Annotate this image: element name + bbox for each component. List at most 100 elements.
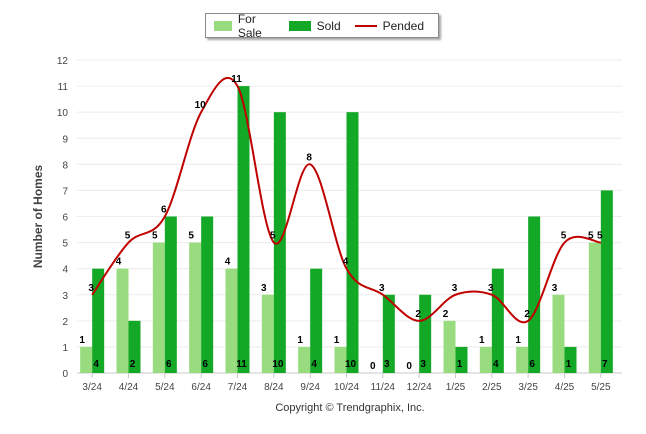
x-tick-label: 1/25 <box>446 382 466 393</box>
data-label-pended: 11 <box>231 74 242 85</box>
data-label-sold: 10 <box>272 359 284 370</box>
data-label-for-sale: 0 <box>406 361 412 372</box>
legend-swatch-sold <box>288 20 311 31</box>
y-tick-label: 10 <box>57 108 69 119</box>
data-label-for-sale: 1 <box>479 335 485 346</box>
bar-for-sale <box>261 294 274 373</box>
bar-sold <box>528 216 541 373</box>
y-tick-label: 6 <box>62 213 68 224</box>
x-tick-label: 11/24 <box>371 382 396 393</box>
data-label-pended: 8 <box>306 152 312 163</box>
legend-label-sold: Sold <box>316 18 341 33</box>
data-label-pended: 2 <box>524 309 530 320</box>
data-label-sold: 3 <box>384 359 390 370</box>
data-label-sold: 4 <box>493 359 499 370</box>
x-tick-label: 12/24 <box>407 382 432 393</box>
bar-for-sale <box>298 346 311 373</box>
data-label-pended: 5 <box>125 231 131 242</box>
legend-swatch-pended <box>354 24 377 27</box>
x-tick-label: 3/24 <box>82 382 102 393</box>
data-label-sold: 4 <box>93 359 99 370</box>
x-tick-label: 9/24 <box>300 382 320 393</box>
legend-label-for-sale: For Sale <box>237 11 262 40</box>
x-tick-label: 2/25 <box>482 382 502 393</box>
bar-sold <box>201 216 214 373</box>
y-tick-label: 1 <box>62 343 68 354</box>
data-label-for-sale: 3 <box>552 283 558 294</box>
bar-for-sale <box>516 346 529 373</box>
data-label-pended: 3 <box>488 283 494 294</box>
bar-sold <box>419 294 432 373</box>
line-pended <box>91 77 602 324</box>
data-label-sold: 7 <box>602 359 608 370</box>
data-label-sold: 6 <box>166 359 172 370</box>
data-label-for-sale: 2 <box>443 309 449 320</box>
data-label-for-sale: 4 <box>225 257 231 268</box>
x-tick-label: 4/25 <box>555 382 575 393</box>
y-tick-label: 11 <box>58 82 69 93</box>
y-tick-label: 2 <box>62 317 68 328</box>
bar-for-sale <box>479 346 492 373</box>
data-label-for-sale: 1 <box>515 335 521 346</box>
legend-item-for-sale[interactable]: For Sale <box>214 12 275 40</box>
x-tick-label: 5/24 <box>155 382 175 393</box>
data-label-sold: 2 <box>130 359 136 370</box>
y-tick-label: 12 <box>57 56 69 67</box>
y-tick-label: 4 <box>62 265 68 276</box>
data-label-pended: 3 <box>379 283 385 294</box>
data-label-pended: 5 <box>270 231 276 242</box>
bar-for-sale <box>443 320 456 373</box>
bar-for-sale <box>588 242 601 373</box>
data-label-for-sale: 0 <box>370 361 376 372</box>
data-label-sold: 1 <box>566 359 572 370</box>
x-tick-label: 8/24 <box>264 382 284 393</box>
y-tick-label: 0 <box>62 369 68 380</box>
bar-sold <box>346 112 359 374</box>
data-label-sold: 3 <box>420 359 426 370</box>
bar-sold <box>491 268 504 373</box>
data-label-sold: 4 <box>311 359 317 370</box>
bar-sold <box>564 346 577 373</box>
data-label-pended: 3 <box>452 283 458 294</box>
data-label-sold: 1 <box>457 359 463 370</box>
data-label-pended: 6 <box>161 205 167 216</box>
bar-for-sale <box>152 242 165 373</box>
bar-sold <box>455 346 468 373</box>
bar-for-sale <box>80 346 93 373</box>
legend-item-sold[interactable]: Sold <box>288 18 341 33</box>
data-label-pended: 5 <box>561 231 567 242</box>
data-label-sold: 10 <box>345 359 357 370</box>
legend-item-pended[interactable]: Pended <box>354 18 424 33</box>
data-label-for-sale: 1 <box>79 335 85 346</box>
legend-swatch-for-sale <box>214 20 232 31</box>
bar-for-sale <box>552 294 565 373</box>
data-label-for-sale: 3 <box>261 283 267 294</box>
legend: For Sale Sold Pended <box>205 12 439 40</box>
bar-for-sale <box>116 268 129 373</box>
bar-sold <box>92 268 105 373</box>
x-tick-label: 5/25 <box>591 382 611 393</box>
bar-sold <box>382 294 395 373</box>
data-label-sold: 6 <box>202 359 208 370</box>
y-tick-label: 3 <box>62 291 68 302</box>
x-tick-label: 6/24 <box>191 382 211 393</box>
data-label-for-sale: 1 <box>334 335 340 346</box>
data-label-sold: 11 <box>236 359 247 370</box>
y-tick-label: 7 <box>62 186 68 197</box>
bar-sold <box>164 216 177 373</box>
data-label-pended: 2 <box>415 309 421 320</box>
y-tick-label: 8 <box>62 160 68 171</box>
bar-sold <box>600 190 613 373</box>
data-label-for-sale: 5 <box>152 231 158 242</box>
bar-for-sale <box>334 346 347 373</box>
bar-for-sale <box>189 242 202 373</box>
bar-sold <box>237 86 250 373</box>
x-tick-label: 10/24 <box>334 382 359 393</box>
data-label-for-sale: 5 <box>588 231 594 242</box>
y-tick-label: 5 <box>62 239 68 250</box>
data-label-pended: 4 <box>343 257 349 268</box>
data-label-pended: 3 <box>88 283 94 294</box>
x-tick-label: 7/24 <box>228 382 248 393</box>
legend-label-pended: Pended <box>382 18 424 33</box>
